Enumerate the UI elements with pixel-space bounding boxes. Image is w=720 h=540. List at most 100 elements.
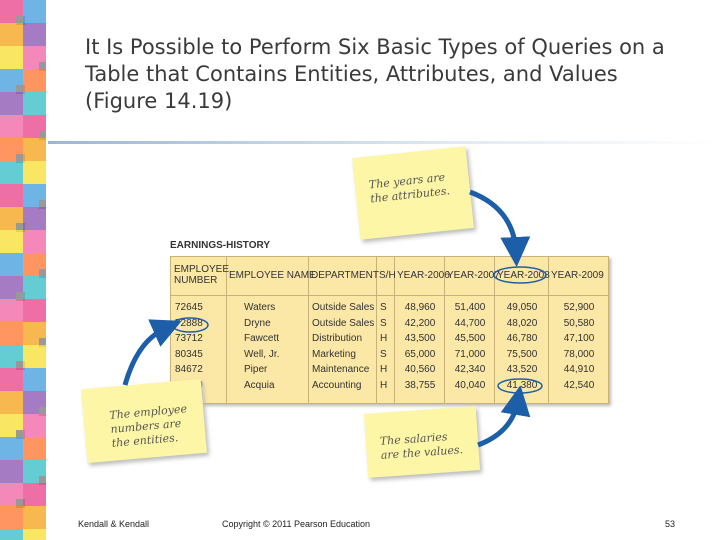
header-cell: EMPLOYEE NAME	[229, 270, 316, 281]
table-cell: 47,100	[563, 333, 595, 344]
table-cell: 75,500	[506, 348, 538, 360]
table-cell: 46,780	[506, 333, 538, 344]
header-cell: YEAR-2007	[447, 270, 500, 281]
quilt-stud	[16, 499, 25, 508]
table-cell: 80345	[175, 348, 203, 360]
table-cell: 49,050	[506, 302, 538, 313]
table-cell: Outside Sales	[312, 317, 375, 329]
table-cell: H	[380, 333, 388, 344]
table-cell: Waters	[244, 302, 276, 313]
table-cell: Marketing	[312, 348, 356, 360]
column-rule	[548, 257, 549, 403]
table-cell: Acquia	[244, 379, 275, 391]
table-cell: 84672	[175, 364, 203, 375]
table-cell: 78,000	[563, 348, 595, 360]
column-rule	[444, 257, 445, 403]
quilt-square	[0, 460, 23, 483]
table-cell: 51,400	[454, 302, 486, 313]
quilt-stud	[16, 223, 25, 232]
quilt-square	[0, 322, 23, 345]
quilt-square	[0, 529, 23, 540]
column-rule	[494, 257, 495, 403]
quilt-square	[0, 184, 23, 207]
quilt-square	[23, 437, 46, 460]
column-rule	[226, 257, 227, 403]
arrow	[469, 189, 531, 267]
highlight-circle	[497, 378, 543, 394]
title-rule	[48, 141, 720, 144]
table-cell: 72645	[175, 302, 203, 313]
table-cell: 52,900	[563, 302, 595, 313]
quilt-square	[23, 161, 46, 184]
quilt-stud	[39, 62, 46, 71]
quilt-square	[0, 230, 23, 253]
table-cell: 44,700	[454, 317, 486, 329]
table-cell: Distribution	[312, 333, 363, 344]
table-cell: 38,755	[404, 379, 436, 391]
table-cell: 73712	[175, 333, 203, 344]
table-cell: Accounting	[312, 379, 362, 391]
table-cell: 41,380	[506, 379, 538, 391]
quilt-square	[0, 368, 23, 391]
table-cell: Well, Jr.	[244, 348, 280, 360]
table-cell: 43,520	[506, 364, 538, 375]
quilt-stud	[39, 131, 46, 140]
quilt-square	[0, 299, 23, 322]
header-cell: EMPLOYEE NUMBER	[174, 264, 230, 286]
table-cell: S	[380, 348, 387, 360]
header-rule	[171, 295, 608, 296]
table-cell: H	[380, 379, 388, 391]
table-cell: 42,200	[404, 317, 436, 329]
slide-title: It Is Possible to Perform Six Basic Type…	[85, 35, 665, 113]
quilt-square	[0, 46, 23, 69]
quilt-square	[0, 92, 23, 115]
column-rule	[376, 257, 377, 403]
arrow	[122, 319, 182, 386]
quilt-square	[23, 23, 46, 46]
column-rule	[394, 257, 395, 403]
table-cell: 65,000	[404, 348, 436, 360]
quilt-square	[23, 0, 46, 23]
header-cell: S/H	[379, 270, 396, 281]
quilt-square	[0, 23, 23, 46]
table-cell: 48,960	[404, 302, 436, 313]
quilt-stud	[39, 269, 46, 278]
table-cell: 71,000	[454, 348, 486, 360]
header-cell: YEAR-2008	[497, 270, 550, 281]
table-cell: 72888	[175, 317, 203, 329]
quilt-square	[23, 230, 46, 253]
column-rule	[308, 257, 309, 403]
quilt-square	[0, 437, 23, 460]
quilt-square	[23, 529, 46, 540]
table-cell: Piper	[244, 364, 268, 375]
table-cell: Outside Sales	[312, 302, 375, 313]
page-number: 53	[665, 519, 676, 529]
quilt-stud	[39, 338, 46, 347]
quilt-square	[0, 115, 23, 138]
quilt-stud	[39, 407, 46, 416]
quilt-stud	[39, 476, 46, 485]
table-caption: EARNINGS-HISTORY	[170, 240, 271, 251]
header-cell: YEAR-2009	[551, 270, 604, 281]
quilt-stud	[16, 16, 25, 25]
highlight-circle	[493, 266, 547, 284]
decorative-strip	[0, 0, 46, 540]
arrow	[477, 385, 531, 448]
table-cell: 44,910	[563, 364, 595, 375]
quilt-square	[23, 207, 46, 230]
quilt-stud	[39, 200, 46, 209]
footer-copyright: Copyright © 2011 Pearson Education	[222, 519, 371, 529]
quilt-stud	[16, 85, 25, 94]
quilt-square	[0, 391, 23, 414]
quilt-square	[23, 414, 46, 437]
quilt-square	[23, 345, 46, 368]
table-cell: H	[380, 364, 388, 375]
quilt-square	[23, 69, 46, 92]
quilt-square	[0, 506, 23, 529]
quilt-square	[0, 253, 23, 276]
header-cell: DEPARTMENT	[311, 270, 379, 281]
quilt-square	[23, 368, 46, 391]
quilt-stud	[16, 154, 25, 163]
